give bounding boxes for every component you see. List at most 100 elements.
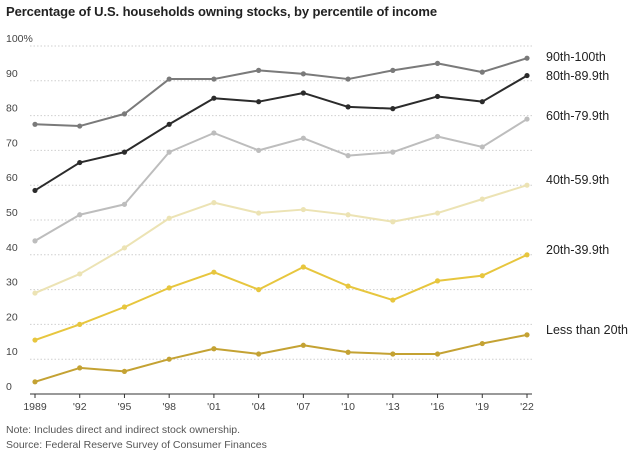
data-point: [211, 76, 217, 82]
chart-title: Percentage of U.S. households owning sto…: [6, 4, 437, 19]
data-point: [77, 123, 83, 129]
series-90th-100th: [32, 55, 530, 129]
data-point: [166, 121, 172, 127]
data-point: [211, 95, 217, 101]
data-point: [434, 93, 441, 100]
data-point: [32, 337, 38, 343]
x-tick-label: '01: [207, 401, 221, 413]
data-point: [390, 106, 396, 112]
x-tick-label: '10: [341, 401, 355, 413]
data-point: [345, 104, 351, 110]
x-tick-label: 1989: [23, 401, 47, 413]
data-point: [256, 287, 262, 293]
data-point: [524, 116, 530, 122]
data-point: [256, 210, 262, 216]
data-point: [390, 219, 396, 225]
series-label-less-than-20th: Less than 20th: [546, 323, 628, 337]
data-point: [211, 200, 217, 206]
data-point: [300, 90, 306, 96]
data-point: [32, 290, 38, 296]
series-label-80th-89-9th: 80th-89.9th: [546, 69, 609, 83]
data-point: [77, 159, 83, 166]
data-point: [77, 365, 83, 371]
data-point: [77, 321, 83, 327]
x-tick-label: '22: [520, 401, 534, 413]
series-label-60th-79-9th: 60th-79.9th: [546, 109, 609, 123]
data-point: [479, 69, 485, 75]
x-tick-label: '19: [475, 401, 489, 413]
data-point: [390, 297, 396, 303]
series-40th-59-9th: [32, 182, 530, 296]
data-point: [479, 99, 485, 105]
data-point: [390, 149, 396, 155]
y-axis-ticks: 100% 90 80 70 60 50 40 30 20 10 0: [6, 33, 33, 393]
data-point: [524, 72, 530, 79]
data-point: [524, 182, 530, 188]
series-line-20th-39-9th: [34, 253, 528, 342]
series-20th-39-9th: [32, 252, 530, 343]
data-point: [256, 67, 262, 73]
y-tick-label: 10: [6, 346, 18, 358]
data-point: [121, 304, 128, 310]
data-point: [166, 215, 172, 221]
series-label-20th-39-9th: 20th-39.9th: [546, 243, 609, 257]
data-point: [121, 368, 128, 374]
data-point: [524, 252, 530, 258]
x-tick-label: '98: [162, 401, 176, 413]
data-point: [479, 196, 485, 202]
data-point: [256, 99, 262, 105]
data-point: [479, 273, 485, 279]
series-line-90th-100th: [34, 57, 528, 128]
data-point: [479, 340, 485, 347]
data-point: [121, 201, 128, 207]
y-tick-label: 0: [6, 381, 12, 393]
series-80th-89-9th: [32, 72, 530, 194]
data-point: [345, 76, 351, 82]
x-tick-label: '92: [73, 401, 87, 413]
data-point: [524, 332, 530, 338]
note-text: Note: Includes direct and indirect stock…: [6, 424, 241, 436]
series-lines: [32, 55, 530, 385]
data-point: [121, 149, 128, 155]
data-point: [121, 111, 128, 117]
data-point: [32, 121, 38, 127]
data-point: [166, 149, 172, 155]
data-point: [32, 187, 38, 194]
data-point: [256, 351, 262, 357]
x-tick-label: '13: [386, 401, 400, 413]
series-labels: 90th-100th 80th-89.9th 60th-79.9th 40th-59.…: [546, 50, 628, 337]
data-point: [479, 144, 485, 150]
data-point: [211, 130, 217, 136]
series-line-60th-79-9th: [34, 118, 528, 242]
y-tick-label: 20: [6, 311, 18, 323]
data-point: [434, 351, 441, 357]
data-point: [345, 283, 351, 289]
data-point: [211, 346, 217, 352]
data-point: [434, 278, 441, 284]
y-tick-label: 100%: [6, 33, 33, 45]
data-point: [345, 349, 351, 355]
x-tick-label: '07: [297, 401, 311, 413]
data-point: [211, 269, 217, 275]
data-point: [300, 71, 306, 77]
data-point: [345, 212, 351, 218]
series-label-40th-59-9th: 40th-59.9th: [546, 173, 609, 187]
series-60th-79-9th: [32, 116, 530, 244]
data-point: [300, 342, 306, 348]
gridlines: [30, 45, 532, 360]
y-tick-label: 90: [6, 68, 18, 80]
data-point: [32, 238, 38, 244]
y-tick-label: 80: [6, 103, 18, 115]
series-line-40th-59-9th: [34, 184, 528, 294]
data-point: [434, 133, 441, 140]
data-point: [32, 379, 38, 385]
y-tick-label: 50: [6, 207, 18, 219]
data-point: [390, 67, 396, 73]
x-tick-label: '04: [252, 401, 266, 413]
data-point: [390, 351, 396, 357]
data-point: [524, 55, 530, 61]
y-tick-label: 60: [6, 172, 18, 184]
series-less-than-20th: [32, 332, 530, 385]
data-point: [256, 147, 262, 153]
